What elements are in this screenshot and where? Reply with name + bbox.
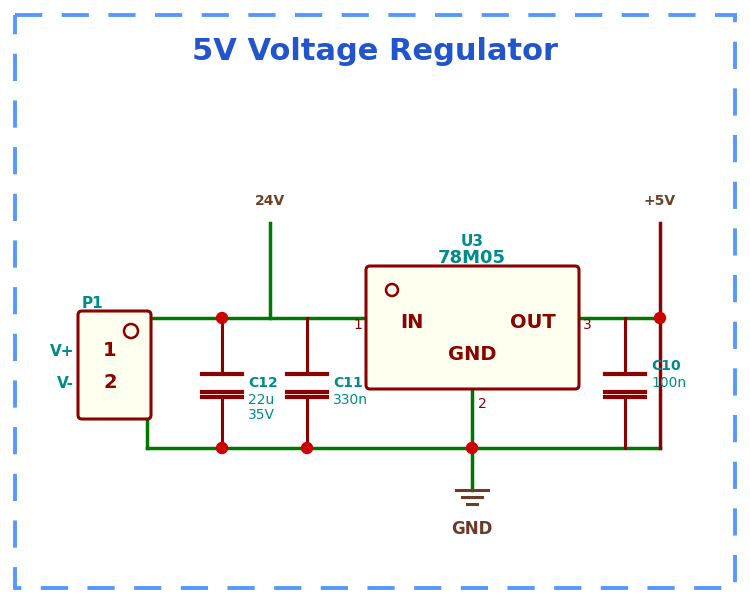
Text: 1: 1 [353, 318, 362, 332]
FancyBboxPatch shape [366, 266, 579, 389]
Circle shape [217, 312, 227, 323]
Text: +5V: +5V [644, 194, 676, 208]
Text: 2: 2 [478, 397, 487, 411]
Text: 100n: 100n [651, 376, 686, 390]
Text: IN: IN [400, 312, 424, 332]
Circle shape [302, 443, 313, 453]
Text: 2: 2 [104, 373, 117, 393]
FancyBboxPatch shape [78, 311, 151, 419]
Text: P1: P1 [82, 295, 104, 311]
Text: V+: V+ [50, 344, 74, 359]
Text: V-: V- [57, 376, 74, 391]
Circle shape [217, 443, 227, 453]
Circle shape [655, 312, 665, 323]
Text: C10: C10 [651, 359, 681, 373]
Text: C11: C11 [333, 376, 363, 390]
Text: 330n: 330n [333, 393, 368, 407]
Text: GND: GND [448, 346, 497, 364]
Text: GND: GND [452, 520, 493, 538]
Text: U3: U3 [460, 235, 484, 250]
Text: C12: C12 [248, 376, 278, 390]
Text: 22u: 22u [248, 393, 274, 407]
Text: 78M05: 78M05 [438, 249, 506, 267]
Text: 1: 1 [104, 341, 117, 361]
Text: 5V Voltage Regulator: 5V Voltage Regulator [192, 37, 558, 66]
Text: 24V: 24V [255, 194, 285, 208]
Text: 35V: 35V [248, 408, 275, 422]
Text: 3: 3 [583, 318, 592, 332]
Text: OUT: OUT [510, 312, 556, 332]
Circle shape [466, 443, 478, 453]
